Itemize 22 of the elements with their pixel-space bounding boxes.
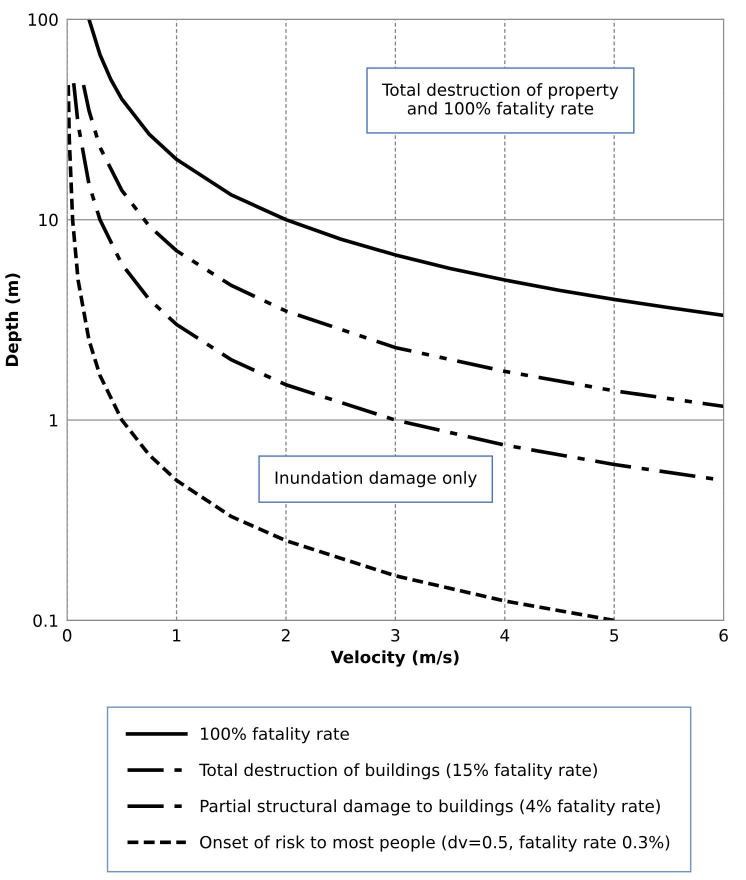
x-tick-label: 2	[282, 629, 290, 642]
legend-label: Total destruction of buildings (15% fatality rate)	[199, 763, 597, 780]
x-tick-label: 5	[610, 629, 618, 642]
legend-label: Onset of risk to most people (dv=0.5, fatality rate 0.3%)	[200, 836, 670, 852]
x-tick-label: 6	[719, 629, 728, 642]
line-series	[67, 83, 616, 620]
annotation: Inundation damage only	[276, 471, 477, 488]
y-tick-label: 100	[28, 13, 58, 26]
line-series	[87, 19, 724, 318]
x-tick-label: 0	[62, 629, 72, 642]
line-series	[82, 83, 724, 408]
x-tick-label: 4	[500, 629, 510, 642]
x-axis-title: Velocity (m/s)	[330, 650, 459, 667]
annotation: Total destruction of property and 100% fatality rate	[382, 83, 618, 118]
y-tick-label: 10	[39, 214, 58, 226]
y-tick-label: 1	[50, 414, 58, 426]
legend-label: 100% fatality rate	[201, 727, 349, 744]
y-axis-title: Depth (m)	[5, 274, 22, 366]
x-tick-label: 3	[391, 629, 400, 642]
legend-label: Partial structural damage to buildings (4% fatality rate)	[200, 799, 660, 816]
x-tick-label: 1	[173, 629, 180, 642]
y-tick-label: 0.1	[33, 614, 58, 627]
